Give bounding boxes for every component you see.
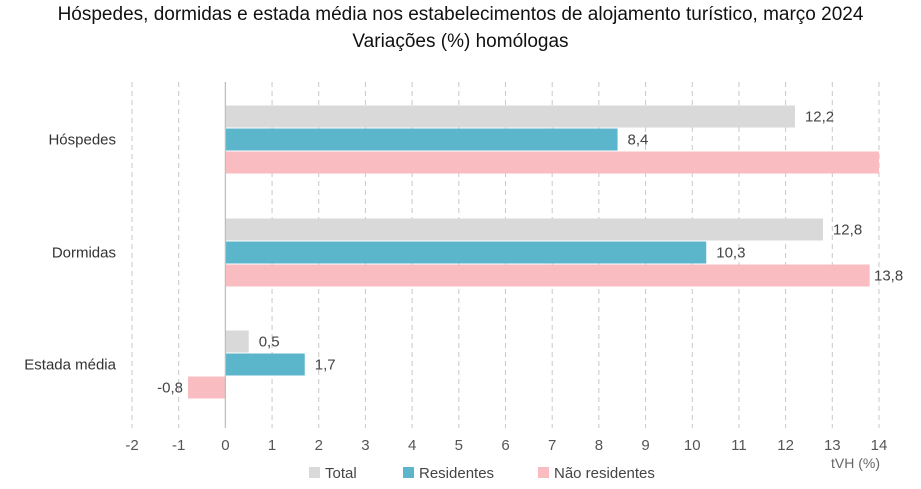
category-labels: Hóspedes Dormidas Estada média [24, 132, 116, 374]
bar [188, 376, 226, 399]
data-label: 1,7 [315, 357, 336, 374]
legend-swatch [538, 467, 549, 478]
bar [225, 353, 305, 376]
legend-swatch [309, 467, 320, 478]
data-label: -0,8 [157, 380, 183, 397]
bar [225, 241, 707, 264]
bar [225, 128, 618, 151]
data-label: 0,5 [259, 334, 280, 351]
x-tick-label: -2 [125, 437, 138, 454]
data-label: 12,2 [805, 109, 834, 126]
category-label: Estada média [24, 357, 116, 374]
x-axis-label: tVH (%) [831, 455, 880, 471]
x-tick-label: 14 [871, 437, 888, 454]
x-tick-label: 7 [548, 437, 556, 454]
x-tick-label: 0 [221, 437, 229, 454]
x-tick-label: 4 [408, 437, 416, 454]
x-tick-label: -1 [172, 437, 185, 454]
legend-label: Não residentes [554, 465, 655, 482]
x-tick-label: 2 [315, 437, 323, 454]
bar [225, 218, 823, 241]
x-tick-label: 3 [361, 437, 369, 454]
legend-label: Total [325, 465, 357, 482]
data-label: 8,4 [628, 132, 649, 149]
x-tick-label: 13 [824, 437, 841, 454]
x-tick-labels: -2 -1 0 1 2 3 4 5 6 7 8 9 10 11 12 13 14 [125, 437, 887, 454]
chart-subtitle: Variações (%) homólogas [352, 31, 569, 52]
data-label: 10,3 [716, 245, 745, 262]
bar [225, 105, 795, 128]
x-tick-label: 5 [455, 437, 463, 454]
chart-title: Hóspedes, dormidas e estada média nos es… [57, 4, 864, 25]
x-tick-label: 10 [684, 437, 701, 454]
bars [188, 105, 879, 399]
category-label: Dormidas [52, 245, 116, 262]
legend-label: Residentes [419, 465, 494, 482]
x-tick-label: 9 [641, 437, 649, 454]
bar [225, 330, 249, 353]
legend: Total Residentes Não residentes [309, 465, 655, 482]
data-label: 12,8 [833, 222, 862, 239]
data-labels: 12,2 8,4 12,8 10,3 13,8 0,5 1,7 -0,8 [157, 109, 903, 397]
legend-swatch [403, 467, 414, 478]
x-tick-label: 1 [268, 437, 276, 454]
x-tick-label: 11 [731, 437, 747, 454]
x-tick-label: 6 [501, 437, 509, 454]
bar [225, 151, 879, 174]
x-tick-label: 8 [595, 437, 603, 454]
x-tick-label: 12 [777, 437, 794, 454]
category-label: Hóspedes [48, 132, 116, 149]
bar [225, 264, 870, 287]
data-label: 13,8 [874, 268, 903, 285]
